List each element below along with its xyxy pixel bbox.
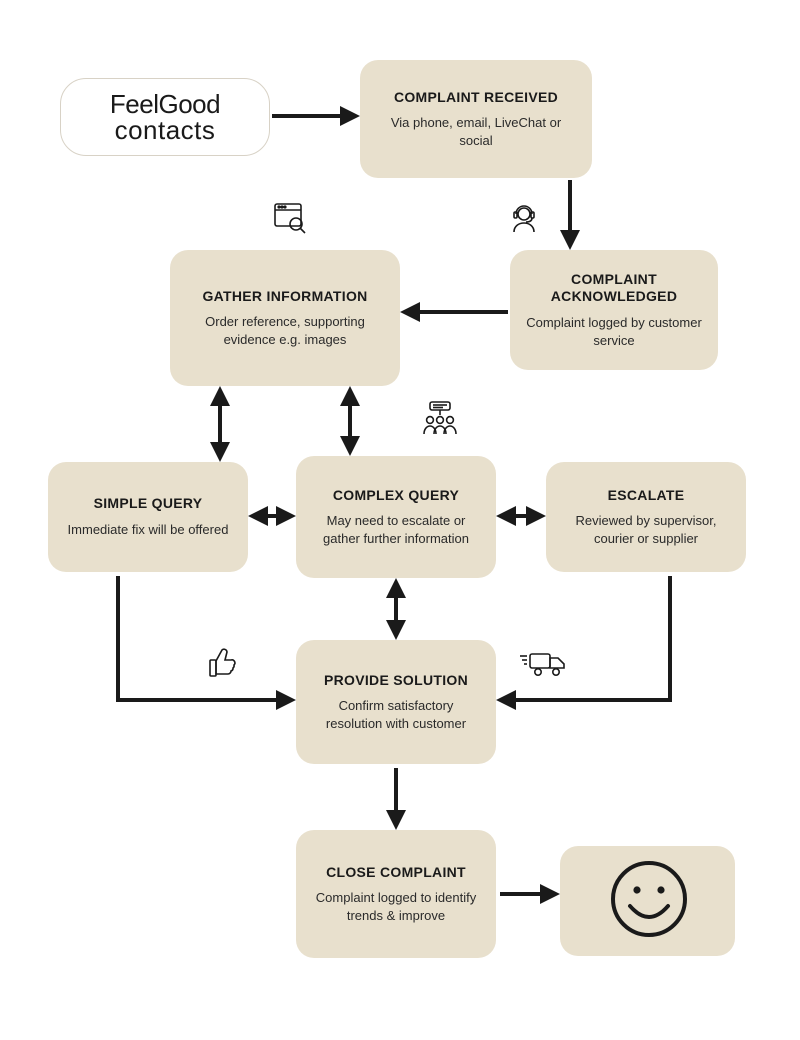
node-title: COMPLAINT RECEIVED — [394, 89, 558, 107]
logo-line2: contacts — [115, 117, 216, 143]
node-title: COMPLAINT ACKNOWLEDGED — [526, 271, 702, 306]
node-title: ESCALATE — [608, 487, 685, 505]
node-title: GATHER INFORMATION — [202, 288, 367, 306]
node-simple-query: SIMPLE QUERY Immediate fix will be offer… — [48, 462, 248, 572]
node-body: Immediate fix will be offered — [68, 521, 229, 539]
node-provide-solution: PROVIDE SOLUTION Confirm satisfactory re… — [296, 640, 496, 764]
logo-feelgood-contacts: FeelGood contacts — [60, 78, 270, 156]
node-close-complaint: CLOSE COMPLAINT Complaint logged to iden… — [296, 830, 496, 958]
node-title: CLOSE COMPLAINT — [326, 864, 466, 882]
node-complaint-acknowledged: COMPLAINT ACKNOWLEDGED Complaint logged … — [510, 250, 718, 370]
node-complex-query: COMPLEX QUERY May need to escalate or ga… — [296, 456, 496, 578]
node-body: Complaint logged by customer service — [526, 314, 702, 349]
node-body: May need to escalate or gather further i… — [312, 512, 480, 547]
node-escalate: ESCALATE Reviewed by supervisor, courier… — [546, 462, 746, 572]
team-icon — [418, 398, 462, 447]
edge-simple-solution — [118, 576, 292, 700]
node-title: SIMPLE QUERY — [94, 495, 203, 513]
smile-icon — [608, 858, 690, 945]
thumbs-up-icon — [206, 644, 244, 687]
node-complaint-received: COMPLAINT RECEIVED Via phone, email, Liv… — [360, 60, 592, 178]
node-body: Complaint logged to identify trends & im… — [312, 889, 480, 924]
headset-agent-icon — [506, 200, 542, 241]
logo-line1: FeelGood — [110, 91, 220, 117]
node-body: Via phone, email, LiveChat or social — [376, 114, 576, 149]
browser-search-icon — [272, 200, 308, 241]
node-title: PROVIDE SOLUTION — [324, 672, 468, 690]
node-body: Order reference, supporting evidence e.g… — [186, 313, 384, 348]
delivery-van-icon — [518, 644, 568, 689]
node-gather-information: GATHER INFORMATION Order reference, supp… — [170, 250, 400, 386]
node-body: Reviewed by supervisor, courier or suppl… — [562, 512, 730, 547]
node-body: Confirm satisfactory resolution with cus… — [312, 697, 480, 732]
node-title: COMPLEX QUERY — [333, 487, 459, 505]
